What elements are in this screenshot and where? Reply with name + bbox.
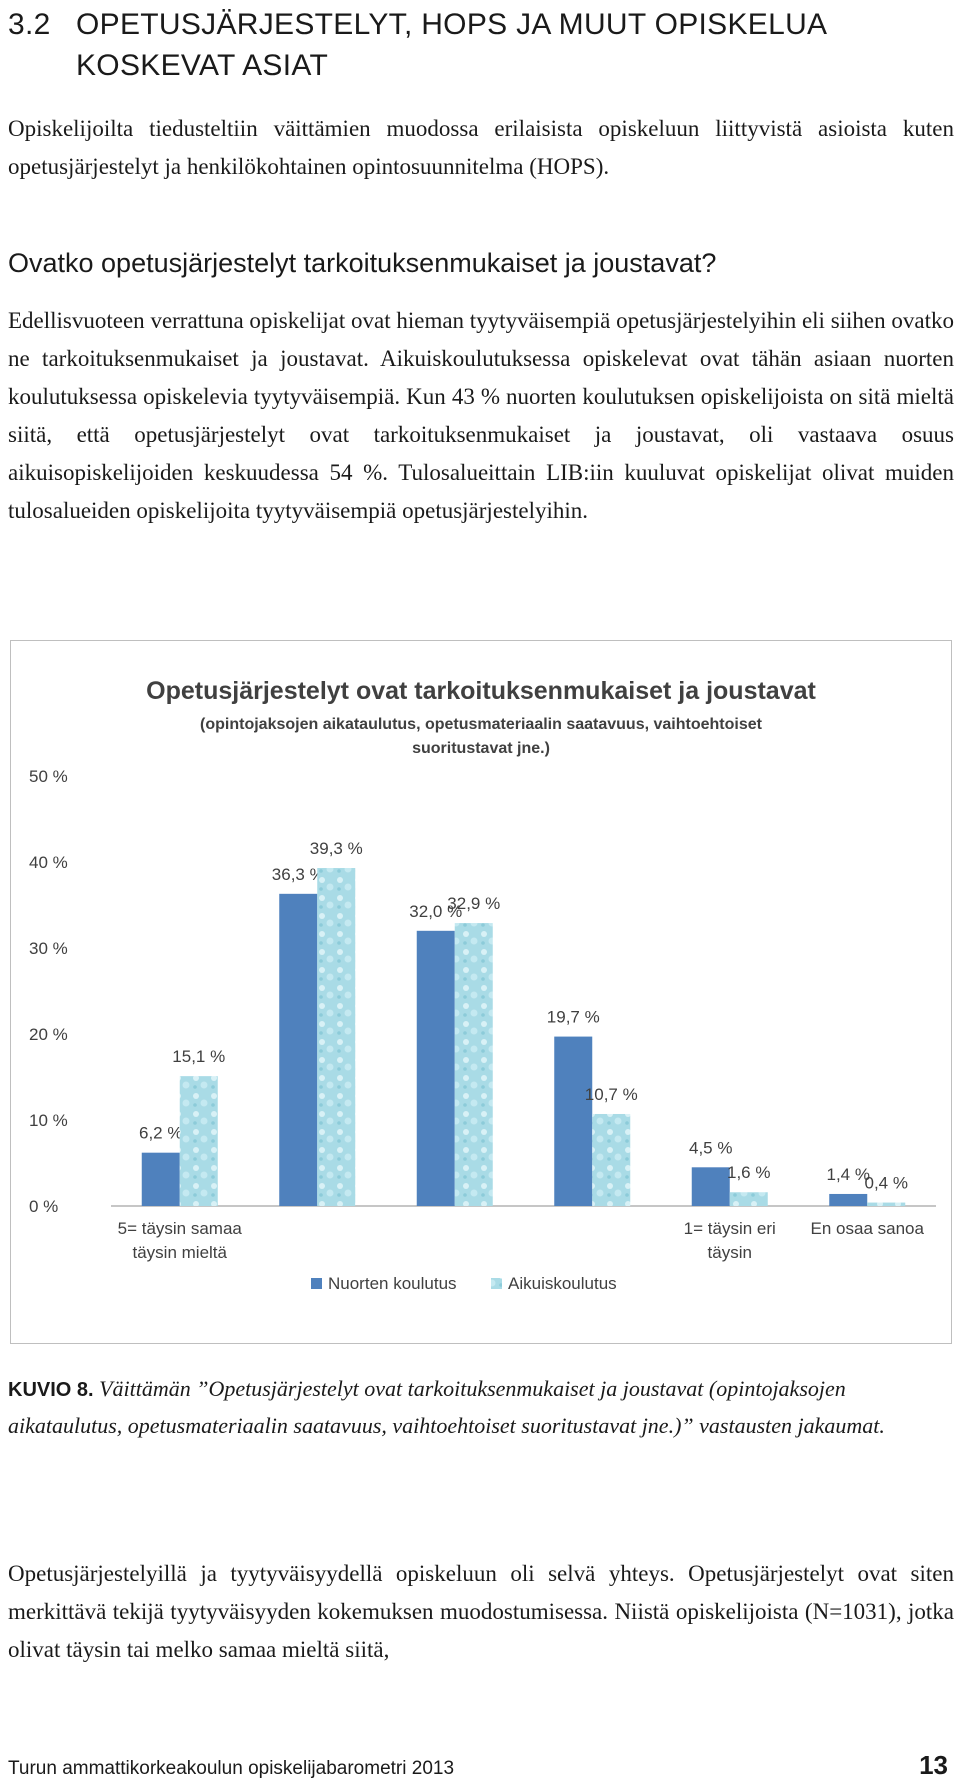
y-tick-label: 50 % [29,767,68,786]
data-label: 36,3 % [272,865,325,884]
body-paragraph-1: Edellisvuoteen verrattuna opiskelijat ov… [8,308,954,523]
bar-nuorten [279,893,318,1206]
bar-aikuis [592,1113,631,1206]
category-label: En osaa sanoa [811,1219,925,1238]
caption-label: KUVIO 8. [8,1379,94,1401]
y-tick-label: 0 % [29,1197,58,1216]
intro-paragraph: Opiskelijoilta tiedusteltiin väittämien … [8,116,954,179]
bar-aikuis [867,1202,906,1206]
data-label: 32,0 % [409,902,462,921]
data-label: 15,1 % [172,1047,225,1066]
data-label: 32,9 % [447,894,500,913]
bar-aikuis [729,1192,768,1206]
category-label: täysin [708,1243,752,1262]
body-paragraph-2: Opetusjärjestelyillä ja tyytyväisyydellä… [8,1561,954,1662]
bar-nuorten [141,1152,180,1206]
bar-nuorten [554,1036,593,1206]
data-label: 1,4 % [827,1165,870,1184]
chart-subtitle-line1: (opintojaksojen aikataulutus, opetusmate… [200,716,763,733]
data-label: 10,7 % [585,1085,638,1104]
bar-chart: Opetusjärjestelyt ovat tarkoituksenmukai… [29,677,936,1293]
bar-nuorten [829,1193,868,1206]
y-tick-label: 10 % [29,1111,68,1130]
data-label: 39,3 % [310,839,363,858]
bar-nuorten [416,930,455,1206]
category-label: täysin mieltä [133,1243,228,1262]
data-label: 4,5 % [689,1138,732,1157]
y-tick-label: 30 % [29,939,68,958]
y-tick-label: 40 % [29,853,68,872]
footer-title: Turun ammattikorkeakoulun opiskelijabaro… [8,1758,455,1779]
caption-text: Väittämän ”Opetusjärjestelyt ovat tarkoi… [8,1376,885,1438]
chart-subtitle-line2: suoritustavat jne.) [412,740,550,757]
bar-nuorten [691,1167,730,1206]
section-title-line2: KOSKEVAT ASIAT [76,49,329,82]
legend-swatch [311,1278,322,1289]
data-label: 19,7 % [547,1008,600,1027]
legend-label: Nuorten koulutus [328,1274,457,1293]
category-label: 5= täysin samaa [118,1219,243,1238]
chart-frame: Opetusjärjestelyt ovat tarkoituksenmukai… [10,640,952,1344]
category-label: 1= täysin eri [684,1219,776,1238]
section-heading: 3.2 OPETUSJÄRJESTELYT, HOPS JA MUUT OPISK… [8,4,948,86]
data-label: 1,6 % [727,1163,770,1182]
subheading: Ovatko opetusjärjestelyt tarkoituksenmuk… [8,248,717,278]
data-label: 6,2 % [139,1124,182,1143]
bar-aikuis [454,923,493,1206]
page-number: 13 [919,1750,948,1780]
legend-label: Aikuiskoulutus [508,1274,617,1293]
section-title-line1: OPETUSJÄRJESTELYT, HOPS JA MUUT OPISKELU… [76,8,828,41]
chart-title: Opetusjärjestelyt ovat tarkoituksenmukai… [146,677,816,705]
figure-caption: KUVIO 8. Väittämän ”Opetusjärjestelyt ov… [8,1371,954,1444]
bar-aikuis [179,1076,218,1206]
legend-swatch [491,1278,502,1289]
bar-aikuis [317,868,356,1206]
data-label: 0,4 % [865,1174,908,1193]
y-tick-label: 20 % [29,1025,68,1044]
section-number: 3.2 [8,8,51,41]
